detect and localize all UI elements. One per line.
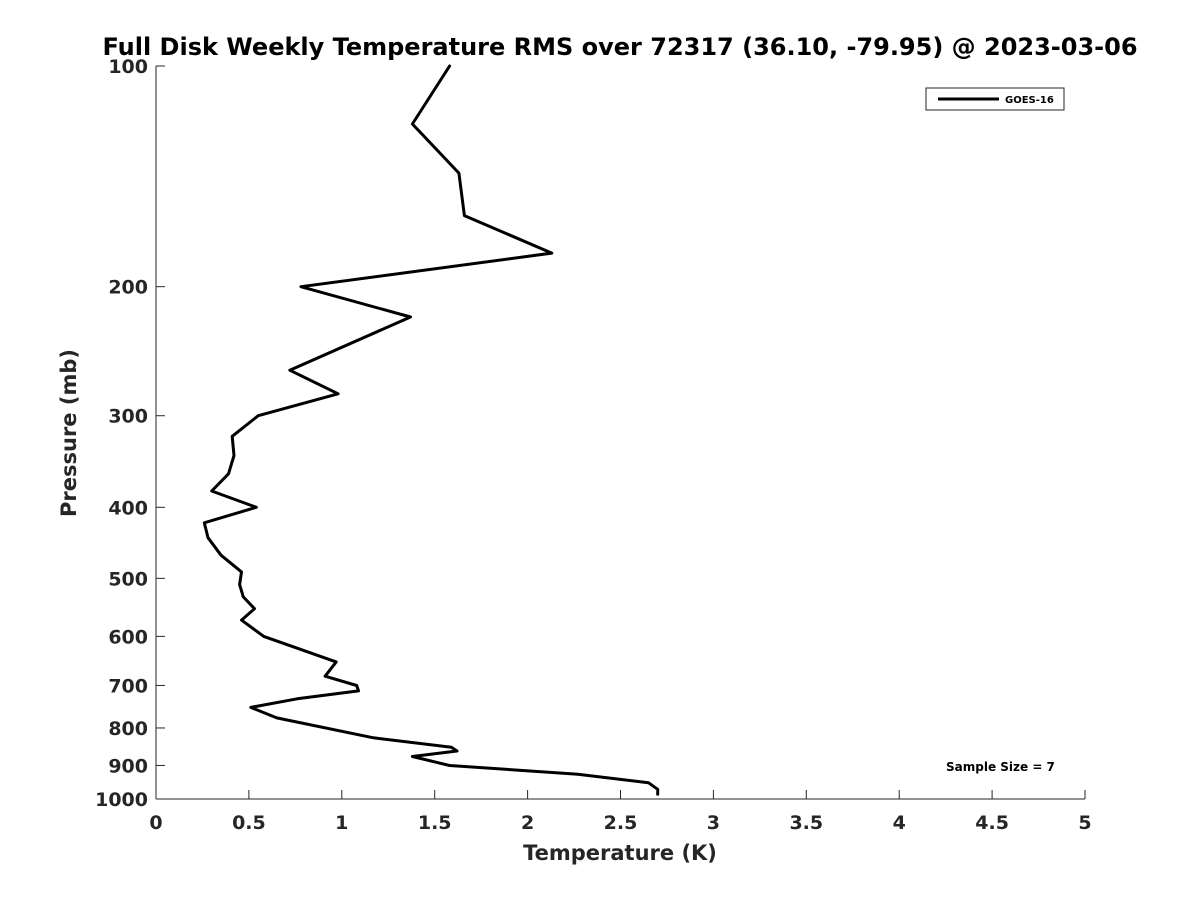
x-tick-label: 0 <box>149 812 162 834</box>
x-tick-label: 3.5 <box>789 812 823 834</box>
x-tick-label: 1 <box>335 812 348 834</box>
x-tick-label: 1.5 <box>418 812 452 834</box>
y-tick-label: 400 <box>108 497 148 519</box>
sample-size-note: Sample Size = 7 <box>946 760 1055 774</box>
x-tick-label: 2 <box>521 812 534 834</box>
x-tick-label: 0.5 <box>232 812 266 834</box>
y-tick-label: 900 <box>108 755 148 777</box>
plot-area <box>155 66 1085 800</box>
y-axis-label: Pressure (mb) <box>57 349 81 517</box>
series-layer <box>202 64 660 796</box>
x-tick-label: 4.5 <box>975 812 1009 834</box>
y-tick-label: 700 <box>108 675 148 697</box>
x-tick-label: 5 <box>1078 812 1091 834</box>
y-tick-label: 1000 <box>95 789 148 811</box>
legend-label-goes-16: GOES-16 <box>1005 95 1054 106</box>
y-ticks: 100 200 300 400 500 600 700 800 900 1000 <box>95 56 165 811</box>
y-tick-label: 500 <box>108 568 148 590</box>
y-tick-label: 800 <box>108 718 148 740</box>
y-tick-label: 600 <box>108 626 148 648</box>
x-tick-label: 3 <box>707 812 720 834</box>
chart-title: Full Disk Weekly Temperature RMS over 72… <box>102 33 1137 61</box>
x-tick-label: 4 <box>893 812 906 834</box>
series-line-goes-16 <box>202 64 660 796</box>
y-tick-label: 200 <box>108 277 148 299</box>
x-ticks: 0 0.5 1 1.5 2 2.5 3 3.5 4 4.5 5 <box>149 790 1092 834</box>
legend: GOES-16 <box>925 87 1065 111</box>
x-axis-label: Temperature (K) <box>523 841 717 865</box>
x-tick-label: 2.5 <box>604 812 638 834</box>
y-tick-label: 300 <box>108 406 148 428</box>
y-tick-label: 100 <box>108 56 148 78</box>
